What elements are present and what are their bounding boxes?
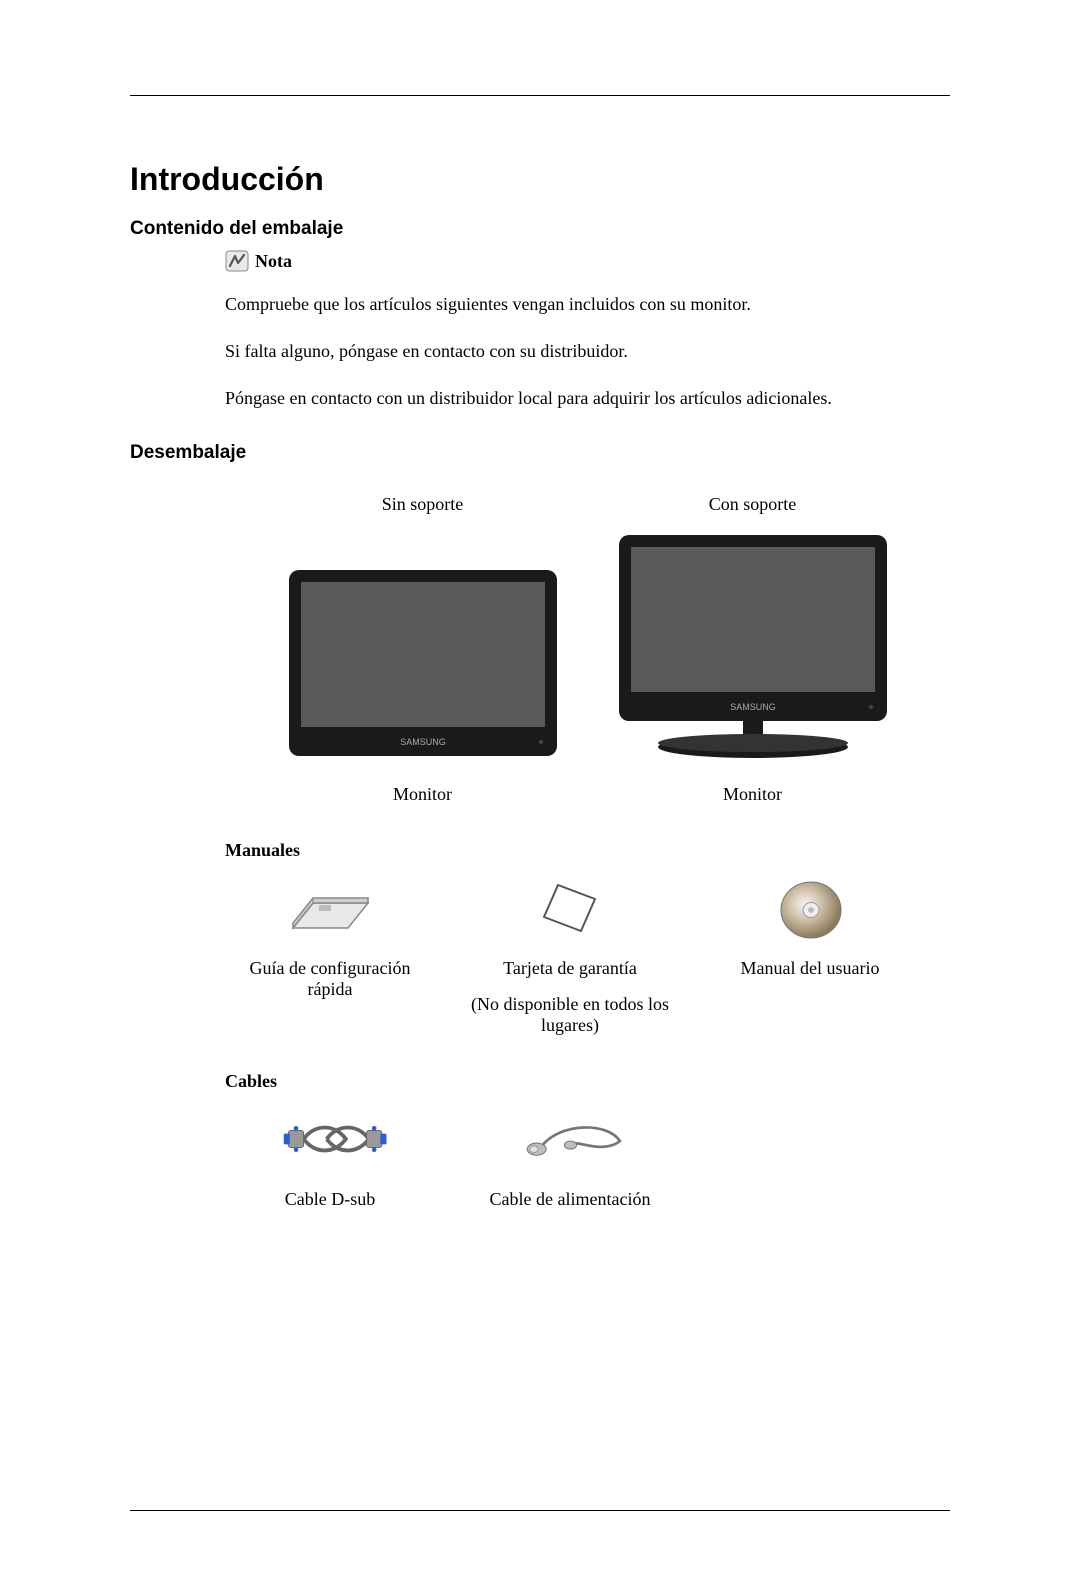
quick-guide-icon <box>273 873 388 943</box>
top-horizontal-rule <box>130 95 950 96</box>
note-paragraph-3: Póngase en contacto con un distribuidor … <box>225 384 950 413</box>
monitor-image-with-stand: SAMSUNG <box>613 533 893 758</box>
power-cable-icon <box>513 1104 628 1174</box>
note-label: Nota <box>255 251 292 272</box>
monitor-bottom-label: Monitor <box>393 784 452 805</box>
bottom-horizontal-rule <box>130 1510 950 1511</box>
cd-icon <box>753 873 868 943</box>
page-title: Introducción <box>130 161 950 198</box>
cables-row: Cable D-sub Cable de alimentación <box>225 1104 950 1210</box>
manual-item-quickguide: Guía de configuración rápida <box>225 873 435 1036</box>
monitor-top-label: Con soporte <box>709 494 797 515</box>
note-paragraph-1: Compruebe que los artículos siguientes v… <box>225 290 950 319</box>
note-row: Nota <box>225 250 950 272</box>
section-heading-contents: Contenido del embalaje <box>130 218 950 240</box>
item-sublabel: (No disponible en todos los lugares) <box>465 994 675 1036</box>
item-label: Cable de alimentación <box>490 1189 651 1210</box>
monitor-cell-with-stand: Con soporte SAMSUNG Monitor <box>613 494 893 805</box>
cable-item-dsub: Cable D-sub <box>225 1104 435 1210</box>
item-label: Manual del usuario <box>741 958 880 979</box>
item-label: Tarjeta de garantía <box>503 958 637 979</box>
note-paragraph-2: Si falta alguno, póngase en contacto con… <box>225 337 950 366</box>
monitor-cell-no-stand: Sin soporte SAMSUNG Monitor <box>283 494 563 805</box>
monitors-row: Sin soporte SAMSUNG Monitor Con soporte … <box>225 494 950 805</box>
manual-item-warranty: Tarjeta de garantía (No disponible en to… <box>465 873 675 1036</box>
item-label: Cable D-sub <box>285 1189 375 1210</box>
svg-text:SAMSUNG: SAMSUNG <box>400 737 446 747</box>
monitor-top-label: Sin soporte <box>382 494 464 515</box>
warranty-card-icon <box>513 873 628 943</box>
note-icon <box>225 250 249 272</box>
cable-item-power: Cable de alimentación <box>465 1104 675 1210</box>
manuals-heading: Manuales <box>225 840 950 861</box>
cables-heading: Cables <box>225 1071 950 1092</box>
monitor-bottom-label: Monitor <box>723 784 782 805</box>
svg-text:SAMSUNG: SAMSUNG <box>730 702 776 712</box>
section-heading-unpack: Desembalaje <box>130 442 950 464</box>
item-label: Guía de configuración rápida <box>225 958 435 1000</box>
manuals-row: Guía de configuración rápida Tarjeta de … <box>225 873 950 1036</box>
manual-item-usermanual: Manual del usuario <box>705 873 915 1036</box>
dsub-cable-icon <box>273 1104 388 1174</box>
monitor-image-no-stand: SAMSUNG <box>283 533 563 758</box>
